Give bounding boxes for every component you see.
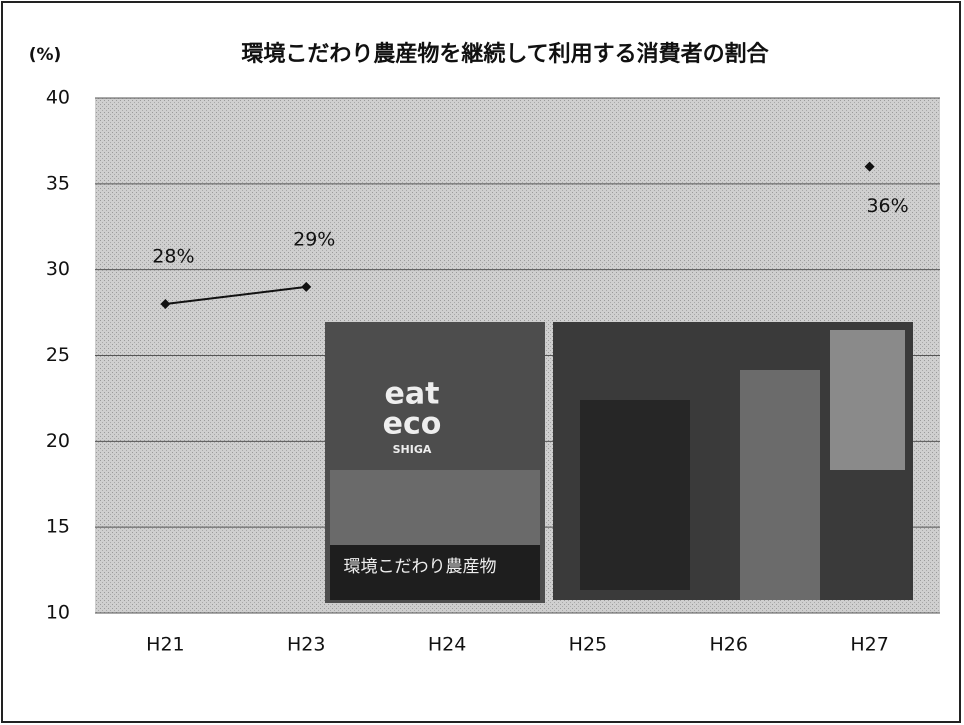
y-tick-label: 15 xyxy=(46,516,70,538)
store-plants xyxy=(580,400,690,590)
data-point xyxy=(160,299,171,309)
value-label: 29% xyxy=(293,228,335,250)
x-tick-label: H23 xyxy=(287,634,325,656)
value-label: 36% xyxy=(866,195,908,217)
store-shelf xyxy=(830,330,905,470)
poster-food xyxy=(330,470,540,545)
y-tick-label: 35 xyxy=(46,172,70,194)
data-point xyxy=(864,161,875,172)
y-tick-label: 10 xyxy=(46,602,70,624)
x-tick-label: H24 xyxy=(428,634,466,656)
poster-text: eat xyxy=(385,377,440,412)
inset-poster: eat eco SHIGA 環境こだわり農産物 xyxy=(325,322,545,603)
poster-text: 環境こだわり農産物 xyxy=(344,557,497,577)
value-label: 28% xyxy=(152,246,194,268)
x-tick-label: H25 xyxy=(569,634,607,656)
inset-store xyxy=(553,322,913,600)
x-tick-label: H26 xyxy=(710,634,748,656)
y-tick-label: 20 xyxy=(46,430,70,452)
poster-text: SHIGA xyxy=(393,443,432,456)
poster-text: eco xyxy=(383,407,442,442)
y-tick-label: 30 xyxy=(46,258,70,280)
y-tick-label: 40 xyxy=(46,87,70,109)
y-tick-label: 25 xyxy=(46,344,70,366)
poster-banner xyxy=(330,545,540,600)
marks: 28% 29% 36% xyxy=(152,161,909,309)
store-person xyxy=(740,370,820,600)
y-axis-label: (%) xyxy=(29,45,62,65)
data-point xyxy=(301,281,312,292)
chart-title: 環境こだわり農産物を継続して利用する消費者の割合 xyxy=(241,41,769,67)
x-tick-label: H21 xyxy=(146,634,184,656)
x-tick-label: H27 xyxy=(850,634,888,656)
